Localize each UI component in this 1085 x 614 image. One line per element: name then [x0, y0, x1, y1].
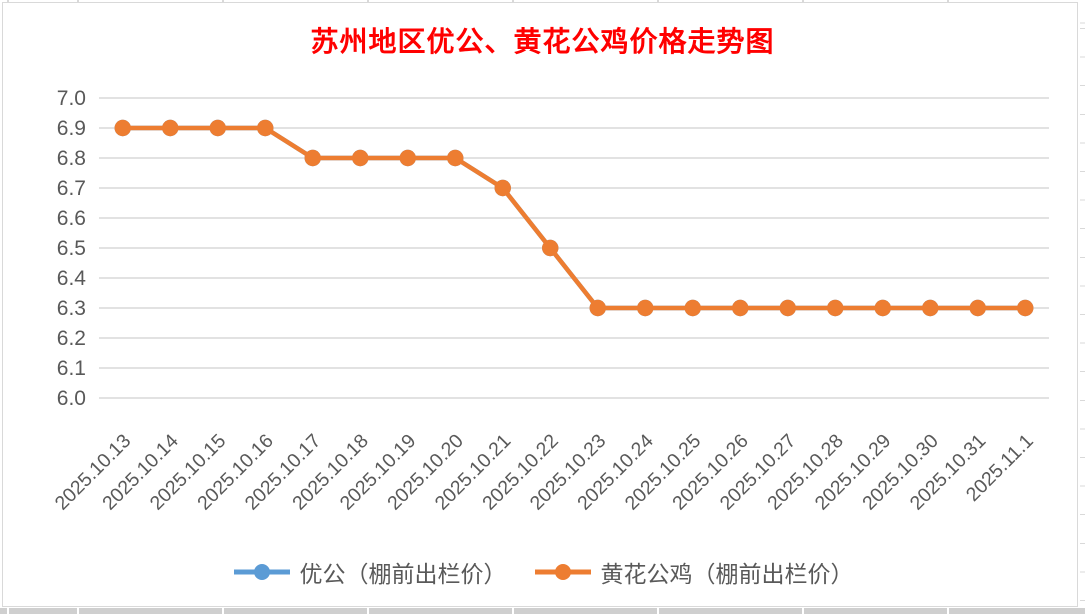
- y-axis-tick-label: 6.6: [57, 207, 86, 230]
- y-axis-tick-label: 6.0: [57, 387, 86, 410]
- data-point-marker[interactable]: [684, 299, 701, 317]
- sheet-column-gridline-sliver-top: [0, 0, 1085, 2]
- data-point-marker[interactable]: [304, 149, 321, 167]
- chart-title: 苏州地区优公、黄花公鸡价格走势图: [310, 27, 775, 58]
- data-point-marker[interactable]: [209, 119, 226, 137]
- data-point-marker[interactable]: [162, 119, 179, 137]
- y-axis-tick-label: 6.3: [57, 297, 86, 320]
- legend-label: 黄花公鸡（棚前出栏价）: [600, 562, 854, 587]
- data-point-marker[interactable]: [589, 299, 606, 317]
- y-axis-tick-label: 6.4: [57, 267, 87, 290]
- data-point-marker[interactable]: [257, 119, 274, 137]
- chart-object-frame[interactable]: [2, 2, 1078, 607]
- sheet-row-gridline-sliver-right: [1080, 2, 1085, 608]
- data-point-marker[interactable]: [732, 299, 749, 317]
- data-point-marker[interactable]: [969, 299, 986, 317]
- legend-item-1[interactable]: 黄花公鸡（棚前出栏价）: [533, 555, 854, 589]
- data-point-marker[interactable]: [399, 149, 416, 167]
- legend-line-marker-icon: [233, 564, 290, 580]
- data-point-marker[interactable]: [827, 299, 844, 317]
- y-axis-tick-label: 6.1: [57, 357, 86, 380]
- legend-item-0[interactable]: 优公（棚前出栏价）: [232, 555, 507, 589]
- sheet-cell-strip-bottom: [0, 608, 1085, 614]
- data-point-marker[interactable]: [494, 179, 511, 197]
- data-point-marker[interactable]: [447, 149, 464, 167]
- y-axis-tick-label: 6.2: [57, 327, 86, 350]
- y-axis-tick-label: 6.5: [57, 237, 86, 260]
- data-point-marker[interactable]: [542, 239, 559, 257]
- y-axis-tick-label: 6.7: [57, 177, 86, 200]
- y-axis-tick-label: 6.8: [57, 147, 86, 170]
- data-point-marker[interactable]: [637, 299, 654, 317]
- data-point-marker[interactable]: [114, 119, 131, 137]
- data-point-marker[interactable]: [922, 299, 939, 317]
- legend-label: 优公（棚前出栏价）: [299, 562, 507, 587]
- data-point-marker[interactable]: [352, 149, 369, 167]
- legend: 优公（棚前出栏价） 黄花公鸡（棚前出栏价）: [0, 552, 1085, 592]
- y-axis-tick-label: 7.0: [57, 87, 86, 110]
- data-point-marker[interactable]: [1017, 299, 1034, 317]
- y-axis-tick-label: 6.9: [57, 117, 86, 140]
- legend-line-marker-icon: [534, 564, 591, 580]
- data-point-marker[interactable]: [874, 299, 891, 317]
- data-point-marker[interactable]: [779, 299, 796, 317]
